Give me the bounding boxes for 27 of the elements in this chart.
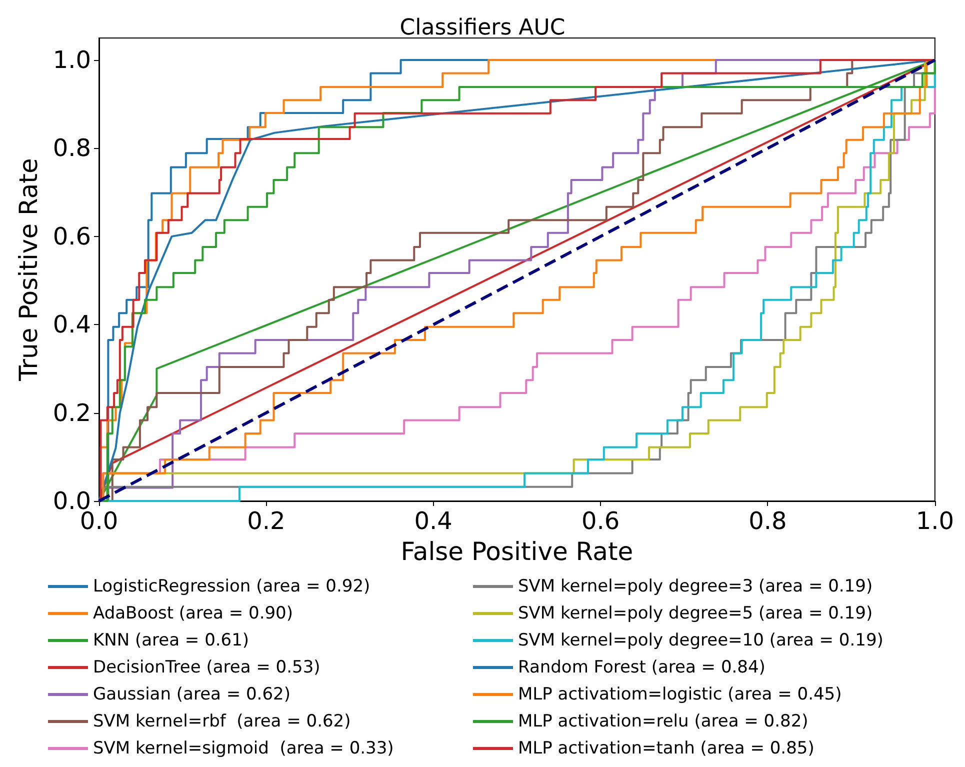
- legend-label: SVM kernel=rbf (area = 0.62): [93, 712, 351, 732]
- legend-label: Random Forest (area = 0.84): [518, 658, 766, 678]
- chart-title: Classifiers AUC: [400, 16, 566, 40]
- legend-label: MLP activation=tanh (area = 0.85): [518, 738, 814, 758]
- legend-label: MLP activation=relu (area = 0.82): [518, 712, 808, 732]
- legend-label: SVM kernel=poly degree=10 (area = 0.19): [518, 630, 884, 650]
- legend-label: AdaBoost (area = 0.90): [93, 604, 294, 624]
- y-tick-label: 0.8: [52, 134, 91, 162]
- x-tick-label: 0.6: [581, 507, 620, 535]
- x-tick-label: 0.8: [748, 507, 787, 535]
- legend-label: LogisticRegression (area = 0.92): [93, 576, 370, 596]
- y-axis-title: True Positive Rate: [14, 158, 43, 382]
- x-axis-title: False Positive Rate: [400, 537, 634, 566]
- x-tick-label: 1.0: [916, 507, 954, 535]
- y-tick-label: 0.4: [52, 310, 91, 339]
- legend-label: Gaussian (area = 0.62): [93, 684, 290, 704]
- x-tick-label: 0.2: [247, 507, 286, 535]
- y-tick-label: 0.6: [52, 222, 91, 250]
- legend-label: MLP activatiom=logistic (area = 0.45): [518, 684, 842, 704]
- legend-label: SVM kernel=poly degree=3 (area = 0.19): [518, 576, 873, 596]
- y-tick-label: 0.2: [52, 398, 91, 427]
- y-tick-label: 1.0: [52, 46, 91, 74]
- legend-label: KNN (area = 0.61): [93, 630, 250, 650]
- x-tick-label: 0.4: [414, 507, 452, 535]
- legend-label: SVM kernel=poly degree=5 (area = 0.19): [518, 604, 873, 624]
- legend-label: DecisionTree (area = 0.53): [93, 658, 320, 678]
- legend-label: SVM kernel=sigmoid (area = 0.33): [93, 738, 394, 758]
